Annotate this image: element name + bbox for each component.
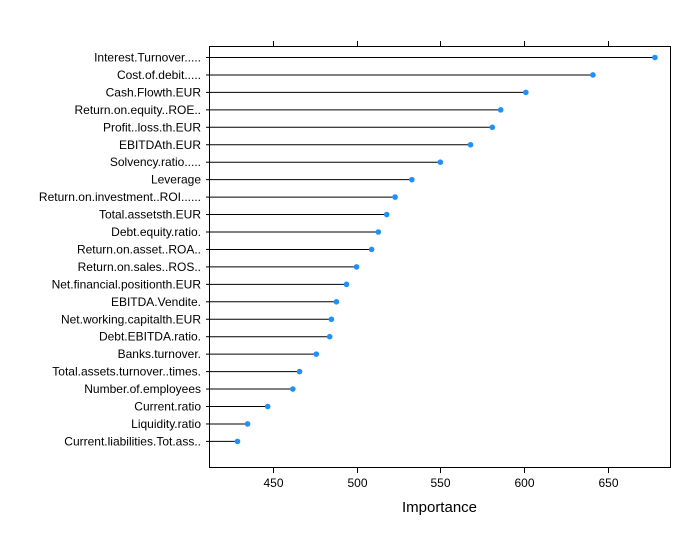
category-label: Return.on.asset..ROA.. <box>77 242 201 256</box>
category-label: Profit..loss.th.EUR <box>103 120 201 134</box>
category-label: Banks.turnover. <box>118 347 201 361</box>
category-label: Number.of.employees <box>84 382 201 396</box>
category-label: Total.assetsth.EUR <box>99 208 201 222</box>
category-label: Cash.Flowth.EUR <box>106 85 202 99</box>
category-labels: Interest.Turnover..... Cost.of.debit.....… <box>39 51 201 449</box>
importance-point <box>590 72 596 78</box>
category-label: Interest.Turnover..... <box>94 51 201 65</box>
importance-point <box>244 421 251 427</box>
category-label: EBITDAth.EUR <box>119 138 201 152</box>
x-tick-label: 500 <box>347 476 367 490</box>
category-label: Net.working.capitalth.EUR <box>61 312 201 326</box>
category-label: Return.on.investment..ROI...... <box>39 190 201 204</box>
importance-point <box>328 316 335 323</box>
importance-point <box>234 438 241 445</box>
category-label: Net.financial.positionth.EUR <box>52 277 202 291</box>
bottom-ticks <box>273 467 609 473</box>
category-label: Solvency.ratio..... <box>110 155 201 169</box>
importance-point <box>523 89 529 96</box>
importance-point <box>264 403 271 410</box>
x-tick-labels: 450 500 550 600 650 <box>263 476 618 490</box>
category-label: Liquidity.ratio <box>131 417 201 431</box>
x-tick-label: 450 <box>263 476 283 490</box>
x-tick-label: 550 <box>430 476 450 490</box>
importance-point <box>326 333 333 340</box>
category-label: EBITDA.Vendite. <box>111 295 201 309</box>
lollipop-stems <box>209 57 655 442</box>
category-label: Total.assets.turnover..times. <box>52 365 201 379</box>
lollipop-points <box>234 54 658 445</box>
importance-point <box>343 281 350 288</box>
importance-point <box>489 124 496 131</box>
importance-point <box>383 211 390 218</box>
category-label: Debt.EBITDA.ratio. <box>99 330 201 344</box>
importance-point <box>290 386 296 392</box>
importance-point <box>497 107 504 113</box>
importance-point <box>296 368 303 375</box>
category-label: Current.liabilities.Tot.ass.. <box>64 434 201 448</box>
category-label: Current.ratio <box>134 400 201 414</box>
importance-point <box>437 159 444 165</box>
importance-point <box>333 299 340 305</box>
y-ticks <box>206 57 210 442</box>
importance-point <box>368 246 375 253</box>
importance-point <box>375 229 382 235</box>
category-label: Debt.equity.ratio. <box>111 225 201 239</box>
category-label: Return.on.equity..ROE.. <box>74 103 201 117</box>
category-label: Return.on.sales..ROS.. <box>78 260 201 274</box>
importance-point <box>353 264 360 270</box>
top-ticks <box>273 41 609 47</box>
x-tick-label: 600 <box>514 476 534 490</box>
importance-point <box>392 194 398 200</box>
importance-point <box>652 54 658 61</box>
category-label: Leverage <box>151 173 201 187</box>
importance-point <box>409 176 415 183</box>
importance-point <box>467 141 474 148</box>
importance-point <box>313 351 320 357</box>
category-label: Cost.of.debit..... <box>117 68 201 82</box>
x-axis-title: Importance <box>402 499 477 516</box>
x-tick-label: 650 <box>598 476 618 490</box>
